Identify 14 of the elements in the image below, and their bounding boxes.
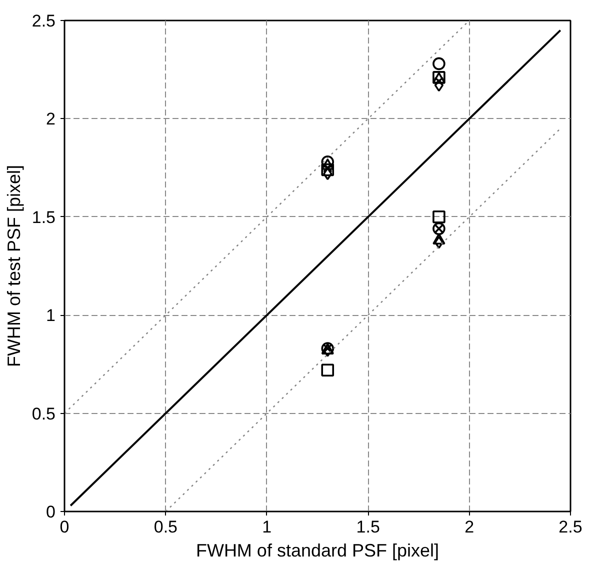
x-tick-label: 0	[60, 518, 70, 536]
x-tick-label: 1	[262, 518, 272, 536]
y-tick-label: 1	[46, 306, 56, 326]
x-tick-label: 2.5	[558, 518, 582, 536]
y-axis-title: FWHM of test PSF [pixel]	[4, 164, 24, 368]
x-tick-label: 0.5	[154, 518, 178, 536]
x-axis-title: FWHM of standard PSF [pixel]	[196, 540, 440, 560]
x-tick-label: 1.5	[356, 518, 380, 536]
y-tick-label: 0.5	[32, 404, 56, 424]
x-tick-label: 2	[464, 518, 474, 536]
y-tick-label: 2	[46, 110, 56, 129]
y-tick-label: 0	[46, 502, 56, 522]
y-tick-label: 1.5	[32, 208, 56, 227]
y-tick-label: 2.5	[32, 12, 56, 30]
